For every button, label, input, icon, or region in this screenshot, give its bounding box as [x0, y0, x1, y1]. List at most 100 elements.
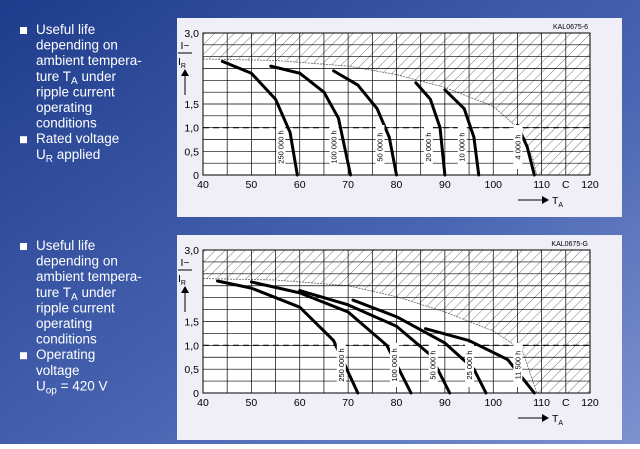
- note-text: U: [36, 378, 46, 393]
- x-tick-label: 60: [294, 179, 306, 191]
- note-text: ture T: [36, 69, 71, 84]
- y-label-sub: R: [181, 63, 186, 70]
- y-tick-label: 0: [193, 170, 199, 182]
- y-label-base: I: [178, 273, 181, 285]
- x-tick-label: 40: [197, 397, 209, 409]
- note-line: ture TA under: [36, 285, 116, 303]
- x-tick-label: 100: [484, 179, 502, 191]
- note-text: under: [78, 69, 117, 84]
- label-bg: [513, 125, 523, 169]
- x-label: TA: [552, 195, 563, 209]
- note-text: ture T: [36, 285, 71, 300]
- subscript: op: [46, 385, 58, 396]
- note-line: voltage: [36, 363, 80, 378]
- curve-label: 4 000 h: [513, 134, 522, 159]
- label-bg: [329, 125, 339, 169]
- x-label-sub: A: [558, 420, 563, 427]
- note-text: applied: [53, 147, 100, 162]
- note-line: operating: [36, 316, 92, 331]
- curve-label: 10 000 h: [458, 132, 467, 161]
- note-line: ripple current: [36, 300, 115, 315]
- note-line: Operating: [36, 347, 95, 362]
- x-tick-label: C: [562, 397, 570, 409]
- note-line: conditions: [36, 332, 97, 347]
- label-bg: [464, 343, 474, 387]
- x-arrowhead: [542, 414, 549, 422]
- curve-label: 100 000 h: [390, 348, 399, 381]
- label-bg: [276, 125, 286, 169]
- life-curve: [414, 81, 447, 177]
- curve-label: 11 500 h: [513, 351, 522, 380]
- x-label-sub: A: [558, 202, 563, 209]
- x-tick-label: 80: [391, 397, 403, 409]
- curve-label: 20 000 h: [424, 132, 433, 161]
- y-tick-label: 0,5: [184, 146, 199, 158]
- note-line: operating: [36, 100, 92, 115]
- label-bg: [423, 125, 433, 169]
- bullet: [20, 27, 27, 34]
- note-line: Uop = 420 V: [36, 378, 108, 396]
- y-tick-label: 1,5: [184, 99, 199, 111]
- label-bg: [375, 125, 385, 169]
- y-tick-label: 3,0: [184, 28, 199, 40]
- plot-border: [202, 249, 591, 394]
- life-curve: [443, 88, 481, 177]
- subscript: A: [71, 292, 78, 303]
- life-curve: [332, 69, 398, 177]
- y-tick-label: 3,0: [184, 245, 199, 257]
- x-tick-label: 110: [533, 179, 550, 191]
- note-line: Useful life: [36, 22, 95, 37]
- note-line: ambient tempera-: [36, 53, 142, 68]
- note-line: Rated voltage: [36, 131, 119, 146]
- y-label-sub: R: [181, 280, 186, 287]
- y-tick-label: 1,0: [184, 340, 199, 352]
- label-bg: [457, 125, 467, 169]
- x-tick-label: 90: [439, 179, 451, 191]
- curve-label: 50 000 h: [375, 132, 384, 161]
- life-curve: [269, 64, 353, 177]
- bullet: [20, 243, 27, 250]
- bullet: [20, 136, 27, 144]
- label-bg: [428, 343, 438, 387]
- note-text: U: [36, 147, 46, 162]
- curve-label: 100 000 h: [330, 130, 339, 163]
- note-line: ripple current: [36, 84, 115, 99]
- curve-label: 250 000 h: [337, 348, 346, 381]
- y-label-den: IR: [178, 273, 186, 287]
- note-line: ambient tempera-: [36, 269, 142, 284]
- note-line: ture TA under: [36, 69, 116, 87]
- y-label-num: I~: [180, 40, 189, 52]
- x-tick-label: 70: [342, 397, 354, 409]
- y-arrowhead: [181, 286, 189, 293]
- x-tick-label: 110: [533, 397, 550, 409]
- x-tick-label: C: [562, 179, 570, 191]
- life-curve: [220, 59, 299, 177]
- x-tick-label: 100: [484, 397, 502, 409]
- note-line: conditions: [36, 116, 97, 131]
- life-curve: [351, 298, 488, 395]
- subscript: R: [46, 154, 53, 165]
- x-label-base: T: [552, 413, 559, 425]
- x-tick-label: 80: [391, 179, 403, 191]
- x-tick-label: 40: [197, 179, 209, 191]
- y-arrowhead: [181, 69, 189, 76]
- note-text: = 420 V: [57, 378, 108, 393]
- y-label-base: I: [178, 56, 181, 68]
- x-tick-label: 120: [581, 397, 599, 409]
- y-label-num: I~: [180, 257, 189, 269]
- chart-code: KAL0675-G: [551, 241, 588, 248]
- bullet: [20, 352, 27, 360]
- note-line: depending on: [36, 38, 118, 53]
- x-arrowhead: [542, 196, 549, 204]
- x-tick-label: 70: [342, 179, 354, 191]
- label-bg: [390, 343, 400, 387]
- y-tick-label: 1,5: [184, 317, 199, 329]
- chart-code: KAL0675-6: [553, 24, 588, 31]
- note-line: Useful life: [36, 238, 95, 253]
- x-tick-label: 90: [439, 397, 451, 409]
- note-line: UR applied: [36, 147, 100, 165]
- x-tick-label: 120: [581, 179, 599, 191]
- x-label: TA: [552, 413, 563, 427]
- y-tick-label: 0,5: [184, 364, 199, 376]
